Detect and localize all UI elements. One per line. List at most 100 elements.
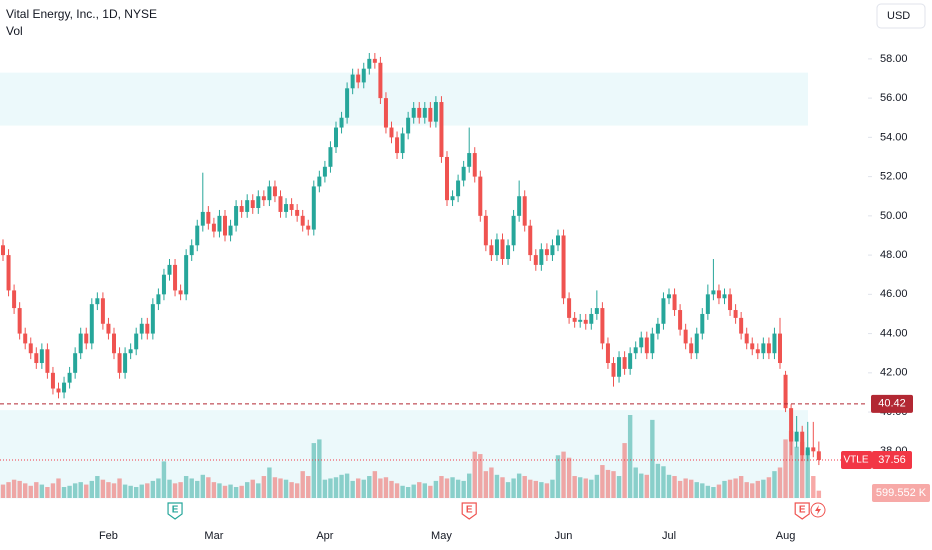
volume-bar	[794, 446, 799, 498]
candle-body	[428, 107, 433, 122]
volume-bar	[378, 478, 383, 498]
currency[interactable]: USD	[887, 10, 910, 22]
volume-bar	[45, 487, 50, 498]
candle-body	[100, 298, 105, 324]
volume-bar	[67, 485, 72, 498]
volume-bar	[816, 490, 822, 498]
volume-bar	[439, 476, 444, 498]
volume-bar	[455, 479, 461, 498]
candle-body	[195, 225, 200, 246]
volume-bar	[605, 469, 611, 498]
volume-bar	[417, 482, 422, 498]
candle-body	[117, 353, 122, 373]
volume-bar	[389, 480, 394, 498]
volume-bar	[533, 480, 538, 498]
symbol-label: VTLE	[843, 455, 868, 466]
volume-bar	[95, 476, 100, 498]
volume-bar	[700, 483, 705, 498]
volume-bar	[716, 484, 722, 498]
volume-bar	[61, 487, 67, 498]
volume-bar	[672, 476, 677, 498]
volume-bar	[461, 480, 466, 498]
candle-body	[139, 323, 144, 334]
candle-body	[755, 349, 760, 354]
candle-body	[733, 310, 738, 318]
candle-body	[744, 333, 749, 344]
candle-body	[766, 343, 771, 354]
candle-body	[161, 274, 166, 295]
candle-body	[678, 310, 683, 330]
chart-title: Vital Energy, Inc., 1D, NYSE	[6, 7, 157, 21]
volume-bar	[139, 484, 144, 498]
volume-bar	[422, 483, 427, 498]
volume-bar	[433, 480, 439, 498]
candle-body	[517, 196, 522, 216]
volume-bar	[322, 479, 328, 498]
candle-body	[578, 319, 583, 322]
volume-bar	[694, 482, 699, 498]
candle-body	[811, 447, 816, 452]
volume-bar	[300, 471, 305, 498]
volume-tag-label: 599.552 K	[876, 487, 927, 499]
candle-body	[816, 451, 821, 460]
candle-body	[800, 431, 805, 456]
volume-bar	[494, 474, 500, 498]
candle-body	[167, 264, 172, 275]
volume-bar	[361, 479, 366, 498]
volume-bar	[655, 463, 661, 498]
candle-body	[39, 349, 44, 364]
y-tick-label: 48.00	[880, 249, 908, 261]
volume-bar	[405, 487, 411, 498]
volume-bar	[156, 478, 161, 498]
y-tick-label: 50.00	[880, 210, 908, 222]
candle-body	[395, 137, 400, 154]
volume-bar	[78, 482, 83, 498]
volume-bar	[289, 482, 294, 498]
candle-body	[544, 249, 549, 256]
candle-body	[528, 225, 533, 256]
volume-bar	[622, 443, 627, 498]
currency-button[interactable]	[876, 3, 926, 29]
symbol-tag	[841, 450, 872, 469]
volume-bar	[489, 467, 494, 498]
candle-body	[84, 333, 89, 344]
candle-body	[456, 180, 461, 197]
candle-body	[106, 323, 111, 334]
candle-body	[89, 304, 94, 344]
volume-bar	[294, 483, 300, 498]
candle-body	[805, 447, 810, 456]
candle-body	[78, 333, 83, 354]
candle-body	[350, 74, 355, 89]
price-line-label: 40.42	[878, 398, 906, 410]
candle-body	[433, 102, 438, 122]
candle-body	[694, 333, 699, 354]
volume-bar	[411, 484, 416, 498]
volume-bar	[761, 479, 766, 498]
x-tick-label: May	[431, 530, 452, 542]
last-price-tag	[872, 450, 912, 469]
volume-bar	[23, 483, 28, 498]
volume-bar	[639, 473, 644, 498]
candle-body	[6, 255, 11, 291]
candle-body	[339, 117, 344, 128]
volume-bar	[450, 477, 455, 498]
y-tick-label: 52.00	[880, 171, 908, 183]
event-badge	[794, 502, 810, 520]
volume-bar	[350, 480, 355, 498]
candle-body	[617, 357, 622, 377]
volume-label: Vol	[6, 24, 23, 38]
volume-bar	[616, 476, 622, 498]
candle-body	[328, 147, 333, 167]
candle-body	[667, 294, 671, 299]
y-tick-label: 44.00	[880, 327, 908, 339]
event-label: E	[466, 505, 473, 516]
volume-bar	[311, 443, 316, 498]
volume-bar	[261, 476, 267, 498]
candle-body	[583, 319, 588, 324]
candle-body	[783, 374, 788, 409]
candle-body	[406, 117, 411, 134]
volume-bar	[128, 485, 133, 498]
candle-body	[184, 255, 189, 295]
candle-body	[683, 329, 688, 344]
